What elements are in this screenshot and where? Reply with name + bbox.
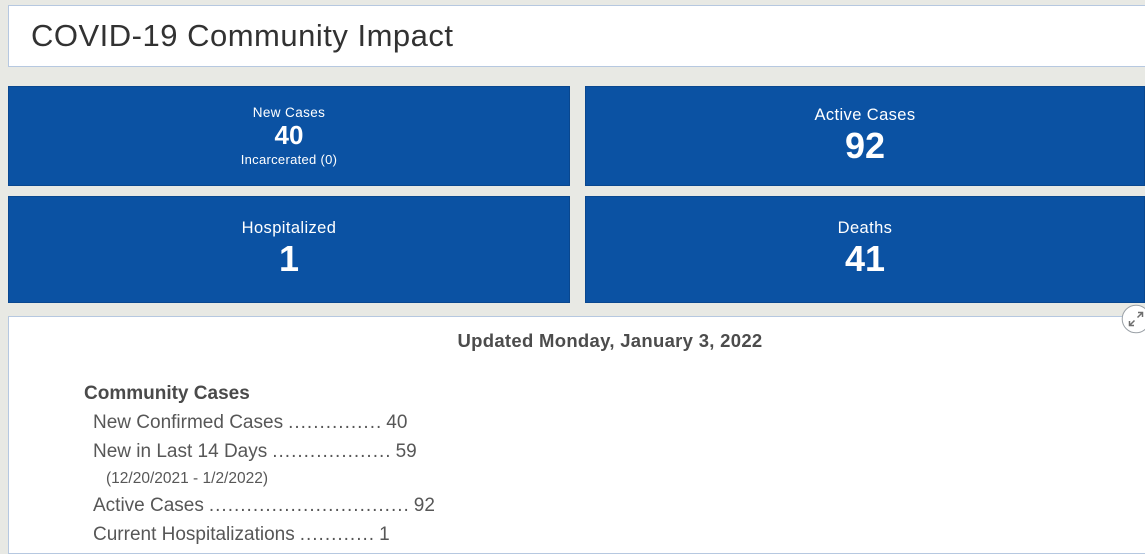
- dot-leader: ................................: [208, 495, 410, 516]
- expand-panel-button[interactable]: [1121, 304, 1145, 334]
- stat-value: 1: [379, 524, 390, 545]
- page-title: COVID-19 Community Impact: [31, 18, 454, 53]
- stat-row: New in Last 14 Days................... 59: [9, 437, 1145, 466]
- indicator-active-cases: Active Cases 92: [585, 86, 1145, 186]
- stat-label: Current Hospitalizations: [93, 524, 295, 545]
- stat-value: 92: [413, 495, 435, 516]
- stat-row: Active Cases............................…: [9, 491, 1145, 520]
- dot-leader: ...................: [272, 441, 392, 462]
- stat-label: Active Cases: [93, 495, 204, 516]
- indicator-value: 1: [278, 238, 300, 280]
- stat-value: 59: [395, 441, 417, 462]
- indicator-label: Hospitalized: [241, 219, 337, 238]
- stat-row: New Confirmed Cases............... 40: [9, 408, 1145, 437]
- indicator-value: 40: [274, 120, 304, 151]
- title-panel: COVID-19 Community Impact: [8, 5, 1145, 67]
- expand-diagonal-arrows-icon: [1121, 304, 1145, 337]
- date-range-note: (12/20/2021 - 1/2/2022): [106, 470, 269, 487]
- updated-timestamp: Updated Monday, January 3, 2022: [457, 330, 763, 351]
- indicator-value: 41: [844, 238, 886, 280]
- indicator-label: New Cases: [252, 105, 326, 121]
- dot-leader: ...............: [288, 412, 383, 433]
- indicator-value: 92: [844, 124, 886, 166]
- dot-leader: ............: [299, 524, 376, 545]
- stat-label: New Confirmed Cases: [93, 412, 284, 433]
- stat-value: 40: [386, 412, 408, 433]
- community-cases-panel: Updated Monday, January 3, 2022 Communit…: [8, 316, 1145, 554]
- community-cases-list: Community Cases New Confirmed Cases.....…: [9, 379, 1145, 549]
- section-heading: Community Cases: [84, 383, 250, 404]
- stat-label: New in Last 14 Days: [93, 441, 268, 462]
- indicator-hospitalized: Hospitalized 1: [8, 196, 570, 303]
- indicator-new-cases: New Cases 40 Incarcerated (0): [8, 86, 570, 186]
- indicator-label: Active Cases: [814, 105, 916, 124]
- stat-row: Current Hospitalizations............ 1: [9, 520, 1145, 549]
- indicator-label: Deaths: [837, 219, 893, 238]
- indicator-subtext: Incarcerated (0): [240, 151, 338, 167]
- indicator-deaths: Deaths 41: [585, 196, 1145, 303]
